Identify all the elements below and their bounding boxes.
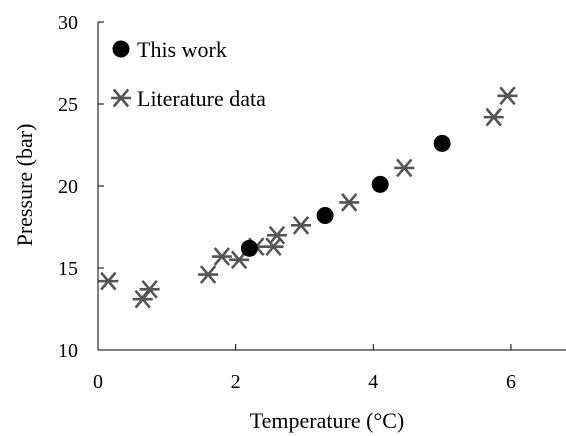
literature-data-point (211, 247, 232, 266)
literature-data-point (98, 271, 119, 291)
plot-area (97, 22, 566, 351)
this-work-data-point (433, 134, 451, 152)
legend-marker-asterisk (111, 88, 131, 108)
x-tick-label: 6 (506, 371, 516, 393)
legend-entry-literature-data: Literature data (111, 86, 266, 111)
literature-data-point (263, 237, 284, 257)
literature-data-point (198, 265, 219, 284)
literature-data-point (394, 158, 415, 178)
literature-data-point (291, 216, 312, 235)
this-work-data-point (316, 207, 334, 225)
y-tick-label: 15 (58, 258, 78, 280)
x-tick-label: 4 (368, 371, 378, 393)
legend-label: This work (137, 37, 227, 62)
literature-data-point (139, 279, 160, 299)
y-axis-title: Pressure (bar) (12, 124, 37, 247)
this-work-data-point (371, 175, 389, 193)
this-work-data-point (240, 239, 258, 257)
y-tick-label: 30 (58, 12, 78, 34)
y-tick-label: 20 (58, 176, 78, 198)
literature-data-point (497, 86, 518, 106)
literature-data-point (132, 289, 153, 309)
legend-label: Literature data (137, 86, 266, 111)
data-points (98, 86, 518, 309)
literature-data-point (266, 225, 287, 245)
legend-marker-circle (112, 40, 130, 58)
x-axis-title: Temperature (°C) (250, 408, 404, 433)
x-tick-label: 2 (231, 371, 241, 393)
y-tick-label: 25 (58, 94, 78, 116)
x-tick-label: 0 (93, 371, 103, 393)
literature-data-point (483, 107, 504, 127)
legend: This work Literature data (111, 37, 266, 111)
y-tick-label: 10 (58, 340, 78, 362)
legend-entry-this-work: This work (112, 37, 227, 62)
literature-data-point (339, 193, 360, 212)
y-axis-ticks: 10 15 20 25 30 (58, 12, 104, 362)
x-axis-ticks: 0 2 4 6 (93, 344, 516, 393)
